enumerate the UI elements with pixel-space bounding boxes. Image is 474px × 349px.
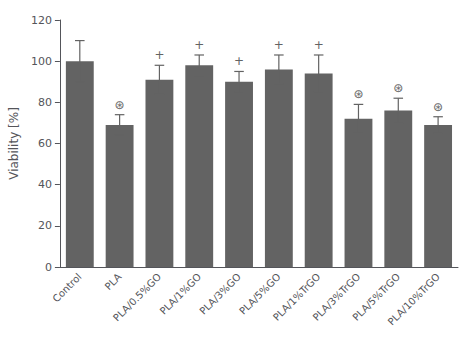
- svg-text:PLA/10%TrGO: PLA/10%TrGO: [386, 271, 442, 327]
- svg-text:100: 100: [31, 55, 52, 68]
- svg-text:0: 0: [45, 261, 52, 274]
- svg-text:⊛: ⊛: [353, 87, 363, 101]
- svg-text:40: 40: [38, 178, 52, 191]
- svg-text:PLA/5%TrGO: PLA/5%TrGO: [350, 271, 403, 323]
- svg-text:+: +: [194, 38, 204, 52]
- svg-text:+: +: [274, 38, 284, 52]
- svg-text:+: +: [154, 48, 164, 62]
- svg-text:PLA/0.5%GO: PLA/0.5%GO: [111, 271, 163, 323]
- svg-text:PLA/1%GO: PLA/1%GO: [158, 271, 204, 317]
- svg-text:PLA/5%GO: PLA/5%GO: [237, 271, 283, 317]
- svg-text:⊛: ⊛: [433, 100, 443, 114]
- svg-text:Viability [%]: Viability [%]: [7, 107, 21, 180]
- svg-text:+: +: [234, 54, 244, 68]
- svg-text:PLA/3%TrGO: PLA/3%TrGO: [310, 271, 363, 323]
- svg-text:+: +: [314, 38, 324, 52]
- svg-text:120: 120: [31, 14, 52, 27]
- svg-text:20: 20: [38, 219, 52, 232]
- svg-text:80: 80: [38, 96, 52, 109]
- svg-text:60: 60: [38, 137, 52, 150]
- svg-text:⊛: ⊛: [115, 98, 125, 112]
- svg-text:PLA: PLA: [103, 271, 124, 292]
- svg-text:⊛: ⊛: [393, 81, 403, 95]
- svg-text:PLA/3%GO: PLA/3%GO: [197, 271, 243, 317]
- svg-text:Control: Control: [50, 271, 83, 304]
- svg-text:PLA/1%TrGO: PLA/1%TrGO: [270, 271, 323, 323]
